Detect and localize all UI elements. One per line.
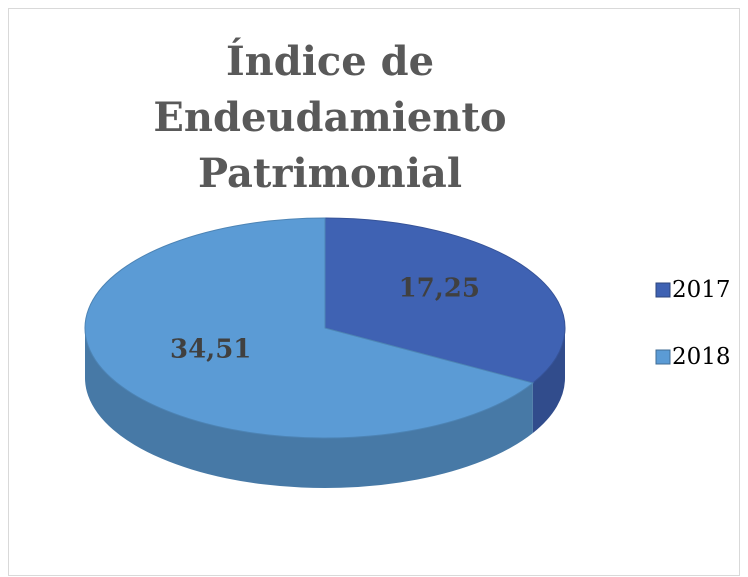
legend-swatch [655, 349, 671, 365]
value-label: 17,25 [399, 274, 480, 304]
legend-label: 2018 [672, 344, 731, 370]
chart-title: Índice de Endeudamiento Patrimonial [153, 38, 507, 197]
legend-label: 2017 [672, 277, 731, 303]
slice-side [532, 328, 565, 433]
slice [84, 217, 534, 439]
legend-swatch [655, 282, 671, 298]
slice [324, 217, 566, 384]
value-label: 34,51 [170, 334, 251, 364]
chart-border [8, 8, 740, 576]
slice-side [85, 328, 533, 488]
